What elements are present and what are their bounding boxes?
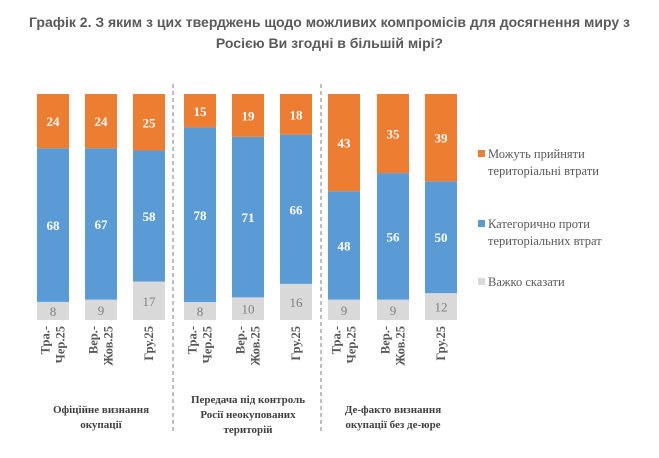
group-label: Офіційне визнання [53,404,149,416]
x-tick-label: Тра.- [186,326,200,354]
data-label: 71 [242,210,255,225]
bar-segment-категорично-3 [133,150,165,282]
chart-title-line-2: Росією Ви згодні в більшій мірі? [215,35,444,51]
bar-segment-можуть-3 [133,94,165,151]
group-label: Передача під контроль [191,394,305,406]
x-tick-label: Жов.25 [394,326,408,366]
chart-title: Графік 2. З яким з цих тверджень щодо мо… [0,12,659,54]
x-tick-label: Гру.25 [289,326,303,361]
bar-segment-можуть-4 [184,94,216,128]
x-tick-label: Вер.- [87,326,101,354]
bar-segment-важко-5 [232,297,264,320]
group-label: територій [223,424,273,436]
bar-segment-важко-6 [280,283,312,320]
x-tick-label: Гру.25 [142,326,156,361]
data-label: 67 [95,217,109,232]
data-label: 16 [290,295,304,310]
legend-label: територіальні втрати [488,164,599,178]
bar-segment-можуть-7 [328,94,360,192]
bar-segment-категорично-7 [328,191,360,300]
bar-segment-можуть-8 [377,94,409,174]
data-label: 8 [50,304,57,319]
bar-segment-важко-4 [184,302,216,320]
bar-segment-можуть-1 [37,94,69,149]
data-label: 43 [338,136,352,151]
group-label: Росії неокупованих [200,409,296,421]
data-label: 12 [435,300,448,315]
legend-swatch [478,150,485,157]
bar-segment-категорично-5 [232,136,264,298]
bar-segment-важко-3 [133,281,165,320]
legend-label: територіальних втрат [488,234,602,248]
legend-swatch [478,278,485,285]
data-label: 10 [242,302,255,317]
data-label: 24 [47,114,61,129]
group-label: Де-факто визнання [345,404,441,416]
x-tick-label: Чер.25 [54,326,68,363]
data-label: 9 [341,303,348,318]
x-tick-label: Тра.- [39,326,53,354]
bar-segment-важко-8 [377,299,409,320]
data-label: 25 [143,115,157,130]
bar-segment-категорично-2 [85,148,117,300]
data-label: 35 [387,127,401,142]
data-label: 9 [390,303,397,318]
legend-label: Можуть прийняти [488,147,585,161]
data-label: 50 [435,230,448,245]
bar-segment-категорично-8 [377,173,409,300]
bar-segment-важко-7 [328,299,360,320]
bar-segment-категорично-4 [184,127,216,303]
bar-segment-можуть-5 [232,94,264,137]
x-tick-label: Чер.25 [201,326,215,363]
chart-title-line-1: Графік 2. З яким з цих тверджень щодо мо… [29,14,630,30]
x-tick-label: Гру.25 [434,326,448,361]
legend-label: Категорично проти [488,217,590,231]
x-tick-label: Чер.25 [345,326,359,363]
legend-label: Важко сказати [488,275,565,289]
x-tick-label: Тра.- [330,326,344,354]
x-tick-label: Жов.25 [249,326,263,366]
bar-segment-категорично-1 [37,148,69,302]
bar-segment-категорично-9 [425,181,457,294]
data-label: 24 [95,114,109,129]
data-label: 66 [290,202,304,217]
data-label: 9 [98,303,105,318]
data-label: 8 [197,304,204,319]
data-label: 17 [143,294,157,309]
legend-swatch [478,220,485,227]
data-label: 78 [194,208,208,223]
group-label: окупації без де-юре [345,419,440,431]
bar-segment-важко-9 [425,293,457,320]
data-label: 58 [143,209,157,224]
bar-segment-можуть-6 [280,94,312,135]
data-label: 56 [387,229,401,244]
data-label: 48 [338,238,352,253]
x-tick-label: Жов.25 [102,326,116,366]
data-label: 39 [435,131,449,146]
data-label: 15 [194,104,208,119]
x-tick-label: Вер.- [234,326,248,354]
bar-segment-категорично-6 [280,134,312,284]
group-label: окупації [80,419,122,431]
x-tick-label: Вер.- [379,326,393,354]
bar-segment-можуть-2 [85,94,117,149]
bar-segment-важко-1 [37,301,69,320]
data-label: 18 [290,107,304,122]
data-label: 19 [242,108,256,123]
data-label: 68 [47,218,61,233]
bar-segment-важко-2 [85,299,117,320]
bar-segment-можуть-9 [425,94,457,182]
